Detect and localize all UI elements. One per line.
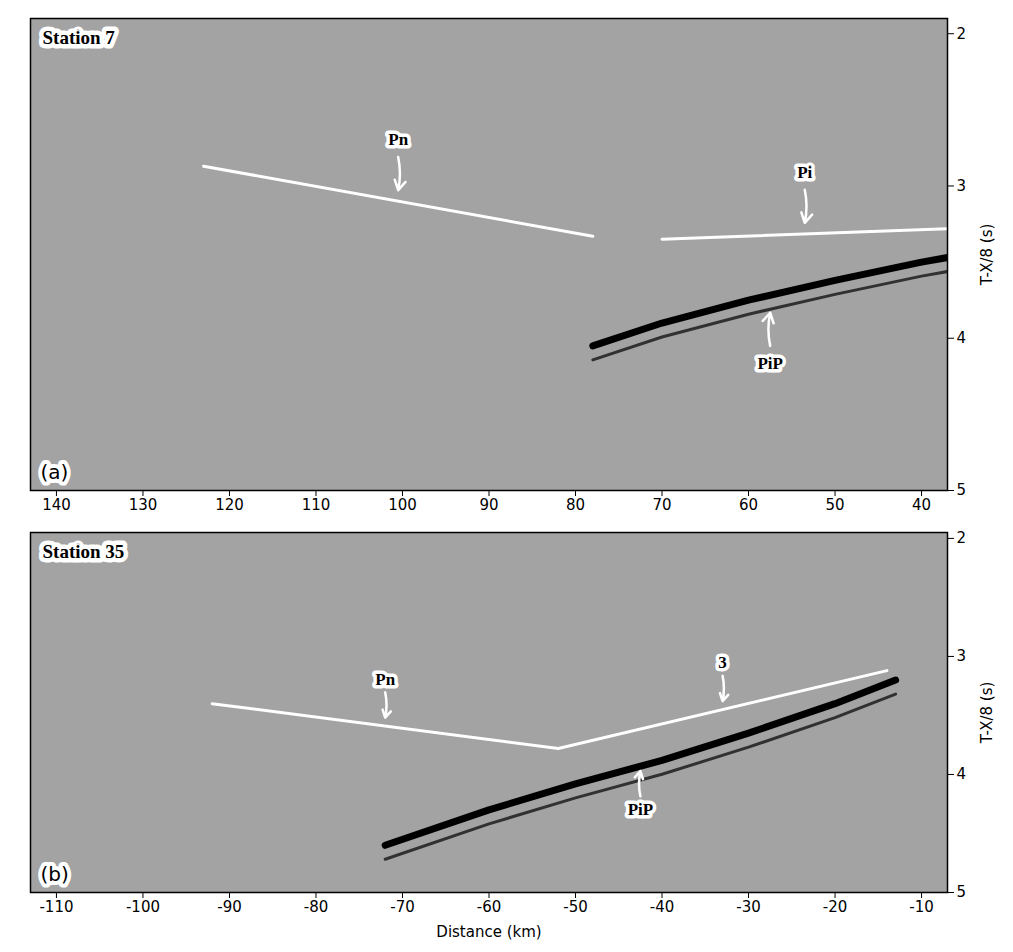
- svg-text:4: 4: [957, 765, 967, 783]
- svg-text:T-X/8 (s): T-X/8 (s): [978, 682, 996, 745]
- svg-text:100: 100: [388, 496, 417, 514]
- svg-text:140: 140: [42, 496, 71, 514]
- svg-text:3: 3: [957, 177, 967, 195]
- svg-text:80: 80: [566, 496, 585, 514]
- svg-text:Station 35: Station 35: [43, 541, 125, 562]
- svg-text:2: 2: [957, 25, 967, 43]
- svg-text:-80: -80: [304, 898, 329, 916]
- svg-text:-20: -20: [823, 898, 848, 916]
- svg-text:2: 2: [957, 529, 967, 547]
- svg-text:110: 110: [302, 496, 331, 514]
- svg-text:-40: -40: [650, 898, 675, 916]
- svg-text:Station 7: Station 7: [43, 27, 116, 48]
- svg-text:120: 120: [215, 496, 244, 514]
- svg-text:-10: -10: [909, 898, 934, 916]
- svg-text:40: 40: [912, 496, 931, 514]
- svg-text:3: 3: [718, 653, 727, 672]
- svg-text:PiP: PiP: [628, 800, 654, 819]
- svg-text:-110: -110: [39, 898, 73, 916]
- svg-text:Pn: Pn: [388, 130, 408, 149]
- svg-text:Pn: Pn: [375, 670, 395, 689]
- svg-text:T-X/8 (s): T-X/8 (s): [978, 224, 996, 287]
- svg-text:-50: -50: [563, 898, 588, 916]
- svg-text:90: 90: [479, 496, 498, 514]
- svg-text:Distance (km): Distance (km): [436, 923, 541, 941]
- svg-text:Pi: Pi: [797, 163, 812, 182]
- svg-text:50: 50: [825, 496, 844, 514]
- svg-text:60: 60: [739, 496, 758, 514]
- svg-text:(b): (b): [41, 862, 69, 886]
- svg-text:5: 5: [957, 883, 967, 901]
- svg-text:-60: -60: [477, 898, 502, 916]
- svg-text:130: 130: [129, 496, 158, 514]
- svg-text:-100: -100: [126, 898, 160, 916]
- svg-text:5: 5: [957, 481, 967, 499]
- svg-text:-30: -30: [736, 898, 761, 916]
- svg-text:70: 70: [652, 496, 671, 514]
- svg-text:-90: -90: [217, 898, 242, 916]
- svg-text:PiP: PiP: [757, 354, 783, 373]
- svg-text:(a): (a): [41, 460, 69, 484]
- svg-text:-70: -70: [390, 898, 415, 916]
- svg-text:3: 3: [957, 647, 967, 665]
- svg-text:4: 4: [957, 329, 967, 347]
